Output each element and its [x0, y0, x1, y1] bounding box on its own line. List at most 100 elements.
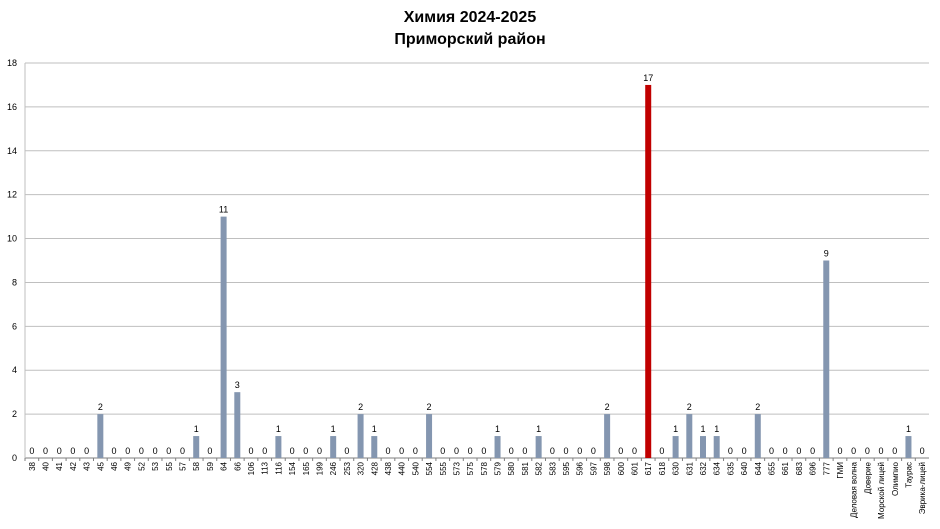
x-tick-label: 440 [398, 461, 407, 475]
data-label: 0 [454, 446, 459, 456]
data-label: 0 [865, 446, 870, 456]
x-tick-label: 631 [685, 461, 694, 475]
x-tick-label: Эврика-лицей [918, 462, 927, 514]
data-label: 0 [166, 446, 171, 456]
data-label: 0 [659, 446, 664, 456]
x-tick-label: 578 [480, 461, 489, 475]
data-label: 0 [262, 446, 267, 456]
data-label: 0 [550, 446, 555, 456]
bar [645, 84, 652, 458]
data-label: 0 [43, 446, 48, 456]
x-tick-label: 49 [124, 461, 133, 470]
bar [823, 260, 830, 458]
x-tick-label: 57 [179, 461, 188, 470]
data-label: 3 [235, 380, 240, 390]
data-label: 0 [851, 446, 856, 456]
bar [275, 436, 282, 458]
bar [426, 414, 433, 458]
data-label: 0 [728, 446, 733, 456]
data-label: 0 [57, 446, 62, 456]
x-tick-label: 635 [726, 461, 735, 475]
data-label: 1 [276, 424, 281, 434]
x-tick-label: 59 [206, 461, 215, 470]
data-label: 0 [207, 446, 212, 456]
data-label: 0 [522, 446, 527, 456]
x-tick-label: 40 [42, 461, 51, 470]
data-label: 0 [385, 446, 390, 456]
data-label: 1 [495, 424, 500, 434]
bar [905, 436, 912, 458]
data-label: 2 [358, 402, 363, 412]
data-label: 0 [180, 446, 185, 456]
x-tick-label: 683 [795, 461, 804, 475]
data-label: 1 [714, 424, 719, 434]
data-label: 2 [687, 402, 692, 412]
y-tick-label: 2 [12, 409, 17, 419]
data-label: 0 [632, 446, 637, 456]
x-tick-label: 41 [55, 461, 64, 470]
x-tick-label: 598 [603, 461, 612, 475]
x-tick-label: 640 [740, 461, 749, 475]
x-tick-label: 154 [288, 461, 297, 475]
data-label: 0 [481, 446, 486, 456]
data-label: 0 [618, 446, 623, 456]
data-label: 0 [892, 446, 897, 456]
data-label: 0 [796, 446, 801, 456]
x-tick-label: Деловая волна [850, 461, 859, 517]
x-tick-label: 38 [28, 461, 37, 470]
data-label: 0 [303, 446, 308, 456]
data-label: 0 [920, 446, 925, 456]
x-tick-label: 113 [261, 461, 270, 474]
x-tick-label: 46 [110, 461, 119, 470]
bar [535, 436, 542, 458]
bar [193, 436, 200, 458]
x-tick-label: Морской лицей [877, 462, 886, 519]
y-axis-ticks: 0 2 4 6 8 10 12 14 16 18 [7, 58, 17, 463]
x-tick-label: 661 [781, 461, 790, 475]
x-tick-label: 655 [767, 461, 776, 475]
x-tick-label: 617 [644, 461, 653, 475]
x-tick-label: 45 [96, 461, 105, 470]
y-tick-label: 12 [7, 190, 17, 200]
data-label: 1 [673, 424, 678, 434]
x-tick-label: 601 [631, 461, 640, 475]
bars-layer [97, 84, 912, 458]
data-label: 0 [742, 446, 747, 456]
y-tick-label: 6 [12, 321, 17, 331]
bar [357, 414, 364, 458]
data-label: 0 [399, 446, 404, 456]
data-label: 9 [824, 249, 829, 259]
data-label: 0 [84, 446, 89, 456]
data-label: 1 [536, 424, 541, 434]
x-tick-label: 777 [822, 461, 831, 475]
x-tick-label: 600 [617, 461, 626, 475]
x-tick-label: 595 [562, 461, 571, 475]
x-tick-label: 575 [466, 461, 475, 475]
x-tick-label: 43 [83, 461, 92, 470]
data-label: 0 [879, 446, 884, 456]
x-tick-label: 573 [452, 461, 461, 475]
data-label: 0 [290, 446, 295, 456]
x-tick-label: 53 [151, 461, 160, 470]
bar [220, 216, 227, 458]
data-label: 0 [70, 446, 75, 456]
x-axis-ticks: 38 40 41 42 43 45 46 49 52 53 55 57 58 59 64 66 106 113 11… [24, 458, 927, 519]
data-label: 0 [440, 446, 445, 456]
data-label: 1 [700, 424, 705, 434]
data-label: 0 [139, 446, 144, 456]
x-tick-label: 580 [507, 461, 516, 475]
data-label: 0 [125, 446, 130, 456]
data-label: 11 [219, 205, 228, 215]
x-tick-label: 116 [274, 461, 283, 474]
x-tick-label: 540 [411, 461, 420, 475]
data-label: 2 [427, 402, 432, 412]
x-tick-label: 630 [672, 461, 681, 475]
data-label: 0 [344, 446, 349, 456]
x-tick-label: 596 [576, 461, 585, 475]
data-label: 2 [98, 402, 103, 412]
data-label: 0 [413, 446, 418, 456]
data-label: 0 [783, 446, 788, 456]
x-tick-label: 64 [220, 461, 229, 470]
